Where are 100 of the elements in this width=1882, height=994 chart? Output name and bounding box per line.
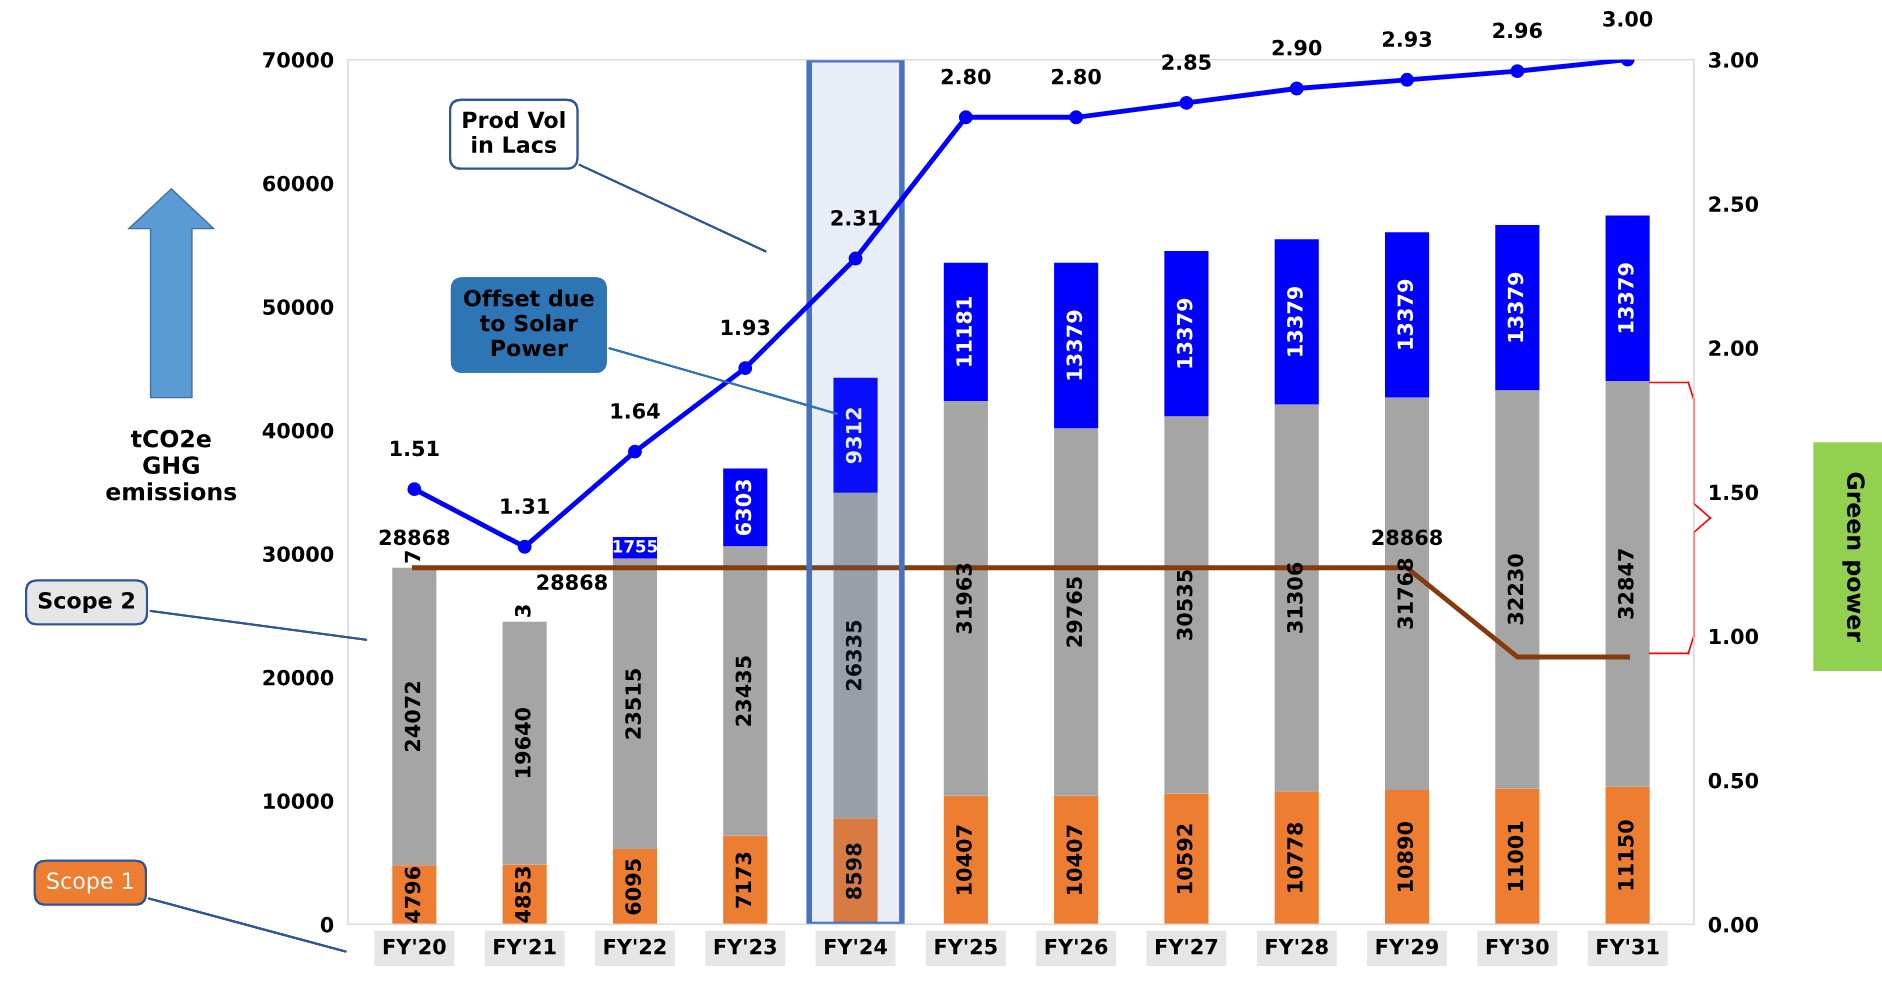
text: Scope 2 bbox=[38, 592, 134, 614]
x-tick-label: FY'29 bbox=[1376, 938, 1439, 955]
point bbox=[1289, 81, 1304, 96]
bar bbox=[1495, 788, 1540, 925]
data-label: 23435 bbox=[735, 656, 752, 726]
data-label: 11150 bbox=[1617, 820, 1634, 890]
data-label: 32230 bbox=[1507, 554, 1524, 625]
y-tick-label: 30000 bbox=[263, 546, 334, 563]
point bbox=[958, 110, 973, 125]
x-tick-label: FY'28 bbox=[1266, 938, 1328, 955]
y-tick-label: 70000 bbox=[263, 52, 334, 68]
data-label: 31306 bbox=[1287, 562, 1303, 633]
data-label: 1.51 bbox=[391, 440, 439, 457]
data-label: 2.80 bbox=[941, 68, 991, 85]
y-tick-label: 0 bbox=[320, 916, 334, 933]
data-label: 28868 bbox=[1372, 529, 1442, 546]
y-tick-label: 50000 bbox=[263, 299, 334, 315]
data-label: 1.31 bbox=[501, 498, 549, 514]
data-label: 1.93 bbox=[721, 319, 770, 336]
bar bbox=[1274, 239, 1319, 405]
data-label: 9312 bbox=[845, 408, 862, 464]
data-label: 31768 bbox=[1397, 558, 1414, 629]
x-tick-label: FY'25 bbox=[935, 938, 997, 955]
x-tick-label: FY'31 bbox=[1597, 938, 1659, 955]
data-label: 10592 bbox=[1176, 824, 1193, 893]
bar bbox=[833, 818, 878, 925]
data-label: 28868 bbox=[537, 574, 607, 591]
data-label: 26335 bbox=[845, 620, 862, 691]
bar bbox=[392, 567, 437, 866]
bar bbox=[502, 621, 547, 865]
bar bbox=[1054, 428, 1099, 796]
point bbox=[1400, 72, 1414, 87]
bar bbox=[943, 262, 988, 401]
data-label: 23515 bbox=[625, 669, 641, 739]
x-tick-label: FY'22 bbox=[604, 938, 666, 955]
y-axis-title: tCO2e GHG emissions bbox=[106, 429, 237, 501]
data-label: 6303 bbox=[735, 480, 752, 536]
data-label: 24072 bbox=[404, 682, 421, 752]
data-label: 7 bbox=[404, 551, 421, 563]
bar bbox=[943, 795, 988, 925]
y-tick-label: 60000 bbox=[263, 175, 334, 192]
y2-tick-label: 2.00 bbox=[1709, 340, 1759, 357]
point bbox=[848, 251, 863, 266]
data-label: 3.00 bbox=[1603, 11, 1653, 27]
y2-tick-label: 0.00 bbox=[1708, 916, 1759, 933]
bar bbox=[1274, 791, 1319, 925]
bar bbox=[1164, 251, 1209, 417]
data-label: 10890 bbox=[1397, 821, 1414, 892]
data-label: 10778 bbox=[1287, 822, 1303, 892]
x-tick-label: FY'30 bbox=[1486, 938, 1549, 955]
data-label: 2.80 bbox=[1052, 68, 1101, 85]
data-label: 13379 bbox=[1617, 263, 1634, 333]
bar bbox=[1384, 232, 1430, 398]
text: Green power bbox=[1842, 472, 1865, 642]
x-tick-label: FY'21 bbox=[494, 938, 556, 955]
data-label: 13379 bbox=[1397, 279, 1414, 349]
data-label: 30535 bbox=[1176, 570, 1193, 640]
y-tick-label: 20000 bbox=[263, 669, 334, 686]
bar bbox=[1054, 795, 1099, 925]
data-label: 2.90 bbox=[1272, 39, 1322, 56]
point bbox=[738, 361, 753, 376]
point bbox=[1179, 95, 1194, 110]
bar bbox=[1605, 786, 1650, 925]
y2-tick-label: 1.50 bbox=[1710, 484, 1759, 501]
bar bbox=[1274, 404, 1319, 792]
data-label: 29765 bbox=[1066, 577, 1083, 647]
data-label: 7173 bbox=[735, 852, 752, 908]
bar bbox=[1384, 789, 1430, 925]
data-label: 13379 bbox=[1287, 286, 1303, 356]
data-label: 8598 bbox=[845, 843, 862, 900]
y2-tick-label: 0.50 bbox=[1708, 772, 1759, 789]
data-label: 1755 bbox=[613, 540, 657, 553]
data-label: 31963 bbox=[956, 563, 972, 634]
bar bbox=[833, 377, 878, 493]
data-label: 32847 bbox=[1617, 549, 1634, 619]
point bbox=[1510, 64, 1525, 79]
data-label: 2.85 bbox=[1162, 54, 1211, 71]
point bbox=[627, 444, 642, 459]
data-label: 10407 bbox=[956, 825, 972, 895]
point bbox=[407, 482, 422, 497]
bar bbox=[1605, 380, 1650, 787]
y2-tick-label: 3.00 bbox=[1709, 52, 1759, 68]
bar bbox=[1495, 390, 1540, 789]
bar bbox=[943, 400, 988, 796]
bar bbox=[833, 492, 878, 819]
y2-tick-label: 1.00 bbox=[1710, 628, 1759, 645]
data-label: 13379 bbox=[1066, 310, 1083, 380]
data-label: 28868 bbox=[379, 529, 450, 546]
data-label: 3 bbox=[514, 605, 531, 617]
data-label: 11181 bbox=[956, 297, 972, 366]
y2-tick-label: 2.50 bbox=[1709, 196, 1759, 212]
data-label: 2.31 bbox=[831, 209, 880, 226]
bar bbox=[612, 558, 657, 850]
annotation: Prod Vol in Lacs bbox=[463, 110, 565, 154]
bar bbox=[1495, 225, 1540, 391]
x-tick-label: FY'26 bbox=[1045, 938, 1108, 955]
data-label: 19640 bbox=[514, 707, 531, 778]
data-label: 13379 bbox=[1176, 298, 1193, 368]
x-tick-label: FY'27 bbox=[1156, 938, 1218, 955]
bar bbox=[723, 546, 768, 836]
